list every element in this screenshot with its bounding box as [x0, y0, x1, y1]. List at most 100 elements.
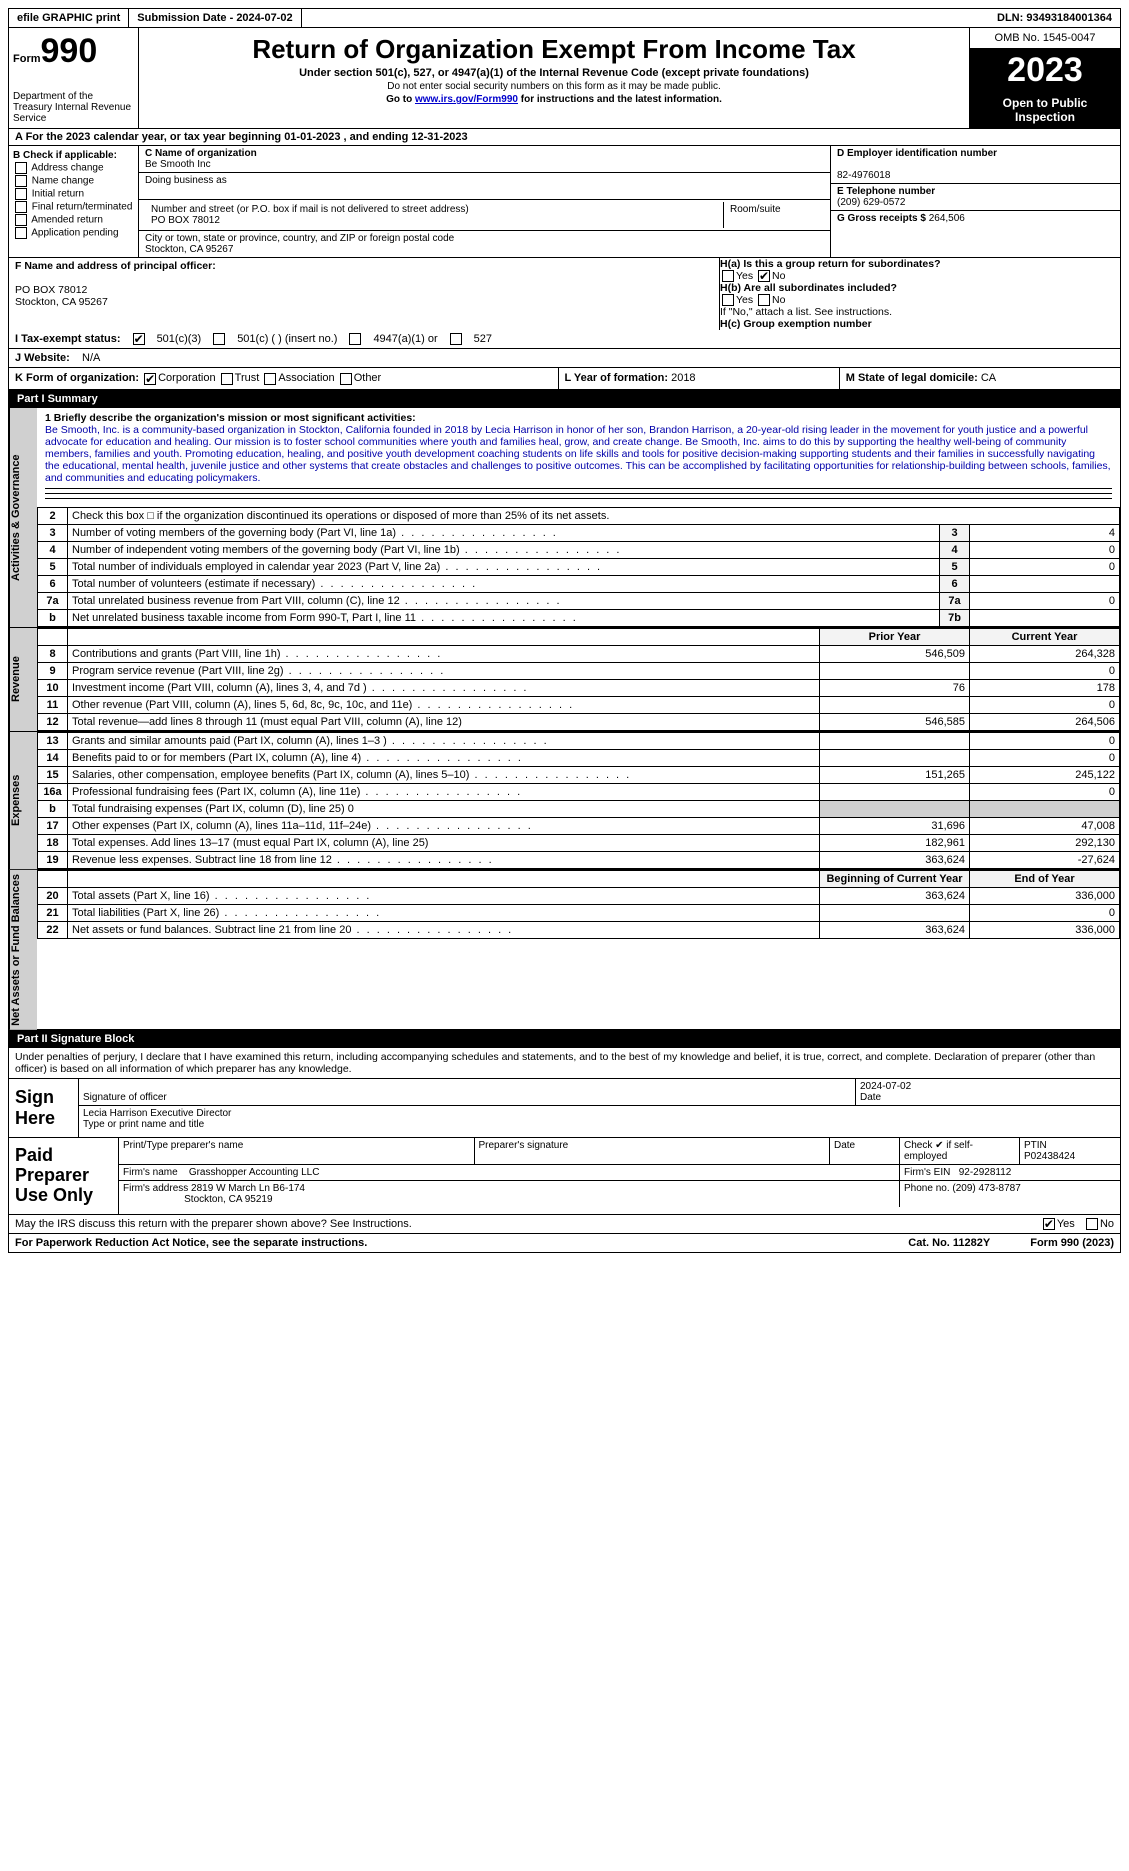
i-501c3: 501(c)(3): [157, 333, 202, 345]
table-row: 11Other revenue (Part VIII, column (A), …: [38, 696, 1120, 713]
side-rev: Revenue: [9, 628, 37, 731]
city-label: City or town, state or province, country…: [145, 233, 454, 244]
cb-trust[interactable]: [221, 373, 233, 385]
cb-initial-return[interactable]: Initial return: [13, 188, 134, 200]
cb-application-pending[interactable]: Application pending: [13, 227, 134, 239]
org-name: Be Smooth Inc: [145, 159, 211, 170]
perjury-text: Under penalties of perjury, I declare th…: [8, 1048, 1121, 1079]
hc-label: H(c) Group exemption number: [720, 318, 872, 330]
bcd-block: B Check if applicable: Address change Na…: [8, 146, 1121, 257]
discuss-no[interactable]: [1086, 1218, 1098, 1230]
open-public: Open to Public Inspection: [970, 92, 1120, 128]
table-row: 8Contributions and grants (Part VIII, li…: [38, 645, 1120, 662]
date-label: Date: [860, 1092, 881, 1103]
cb-final-return[interactable]: Final return/terminated: [13, 201, 134, 213]
ein-label: D Employer identification number: [837, 148, 997, 159]
irs-link[interactable]: www.irs.gov/Form990: [415, 94, 518, 105]
discuss-yes[interactable]: [1043, 1218, 1055, 1230]
exp-table: 13Grants and similar amounts paid (Part …: [37, 732, 1120, 869]
table-row: Prior YearCurrent Year: [38, 628, 1120, 645]
i-label: I Tax-exempt status:: [15, 333, 121, 345]
nossn-note: Do not enter social security numbers on …: [145, 81, 963, 92]
dept-treasury: Department of the Treasury Internal Reve…: [13, 91, 134, 124]
dln: DLN: 93493184001364: [989, 9, 1120, 27]
i-501c: 501(c) ( ) (insert no.): [237, 333, 337, 345]
phone-label2: Phone no.: [904, 1183, 950, 1194]
ptin-value: P02438424: [1024, 1151, 1075, 1162]
cb-other[interactable]: [340, 373, 352, 385]
expenses-section: Expenses 13Grants and similar amounts pa…: [8, 732, 1121, 870]
goto-pre: Go to: [386, 94, 415, 105]
side-exp: Expenses: [9, 732, 37, 869]
table-row: 12Total revenue—add lines 8 through 11 (…: [38, 713, 1120, 730]
topbar: efile GRAPHIC print Submission Date - 20…: [8, 8, 1121, 28]
form-title: Return of Organization Exempt From Incom…: [145, 34, 963, 65]
table-row: bTotal fundraising expenses (Part IX, co…: [38, 800, 1120, 817]
firm-name: Grasshopper Accounting LLC: [189, 1167, 320, 1178]
ha-label: H(a) Is this a group return for subordin…: [720, 258, 941, 270]
cb-address-change[interactable]: Address change: [13, 162, 134, 174]
domicile: CA: [981, 372, 996, 384]
form-number: Form990: [13, 32, 134, 71]
cb-4947[interactable]: [349, 333, 361, 345]
form-header: Form990 Department of the Treasury Inter…: [8, 28, 1121, 129]
side-net: Net Assets or Fund Balances: [9, 870, 37, 1030]
addr-label: Firm's address: [123, 1183, 188, 1194]
officer-label: F Name and address of principal officer:: [15, 260, 216, 272]
footer-mid: Cat. No. 11282Y: [908, 1237, 990, 1249]
mission-label: 1 Briefly describe the organization's mi…: [45, 412, 416, 424]
table-row: 3Number of voting members of the governi…: [38, 524, 1120, 541]
table-row: 21Total liabilities (Part X, line 26)0: [38, 904, 1120, 921]
cb-527[interactable]: [450, 333, 462, 345]
submission-date: Submission Date - 2024-07-02: [129, 9, 301, 27]
website-value: N/A: [82, 352, 100, 364]
prep-h1: Print/Type preparer's name: [119, 1138, 475, 1164]
omb-number: OMB No. 1545-0047: [970, 28, 1120, 49]
gross-label: G Gross receipts $: [837, 213, 926, 224]
col-c: C Name of organization Be Smooth Inc Doi…: [139, 146, 830, 257]
table-row: 10Investment income (Part VIII, column (…: [38, 679, 1120, 696]
street-label: Number and street (or P.O. box if mail i…: [151, 204, 469, 215]
hb-no[interactable]: [758, 294, 770, 306]
form-subtitle: Under section 501(c), 527, or 4947(a)(1)…: [145, 67, 963, 79]
prep-h4: Check ✔ if self-employed: [904, 1140, 973, 1162]
form-990-number: 990: [41, 32, 98, 70]
part-i-hdr: Part I Summary: [8, 390, 1121, 408]
cb-501c3[interactable]: [133, 333, 145, 345]
cb-501c[interactable]: [213, 333, 225, 345]
dba-label: Doing business as: [145, 175, 227, 186]
cb-name-change[interactable]: Name change: [13, 175, 134, 187]
ha-yes[interactable]: [722, 270, 734, 282]
table-row: 20Total assets (Part X, line 16)363,6243…: [38, 887, 1120, 904]
officer-addr1: PO BOX 78012: [15, 284, 87, 296]
k-label: K Form of organization:: [15, 372, 139, 384]
ein-value: 82-4976018: [837, 170, 890, 181]
hb-label: H(b) Are all subordinates included?: [720, 282, 897, 294]
phone-value: (209) 629-0572: [837, 197, 905, 208]
goto-post: for instructions and the latest informat…: [518, 94, 722, 105]
table-row: 6Total number of volunteers (estimate if…: [38, 575, 1120, 592]
revenue-section: Revenue Prior YearCurrent Year 8Contribu…: [8, 628, 1121, 732]
hb-yes[interactable]: [722, 294, 734, 306]
cb-assoc[interactable]: [264, 373, 276, 385]
hb-note: If "No," attach a list. See instructions…: [720, 306, 892, 318]
firm-ein: 92-2928112: [959, 1167, 1012, 1178]
table-row: Beginning of Current YearEnd of Year: [38, 870, 1120, 887]
row-i: I Tax-exempt status: 501(c)(3) 501(c) ( …: [8, 330, 1121, 349]
j-label: J Website:: [15, 352, 70, 364]
side-ag: Activities & Governance: [9, 408, 37, 627]
footer: For Paperwork Reduction Act Notice, see …: [8, 1234, 1121, 1253]
footer-right: Form 990 (2023): [1030, 1237, 1114, 1249]
table-row: 5Total number of individuals employed in…: [38, 558, 1120, 575]
fh-block: F Name and address of principal officer:…: [8, 257, 1121, 330]
table-row: 19Revenue less expenses. Subtract line 1…: [38, 851, 1120, 868]
cb-amended-return[interactable]: Amended return: [13, 214, 134, 226]
firm-label: Firm's name: [123, 1167, 178, 1178]
ha-no[interactable]: [758, 270, 770, 282]
footer-left: For Paperwork Reduction Act Notice, see …: [15, 1237, 367, 1249]
table-row: 16aProfessional fundraising fees (Part I…: [38, 783, 1120, 800]
c-name-label: C Name of organization: [145, 148, 257, 159]
cb-corp[interactable]: [144, 373, 156, 385]
part-ii-hdr: Part II Signature Block: [8, 1030, 1121, 1048]
paid-preparer: Paid Preparer Use Only Print/Type prepar…: [8, 1138, 1121, 1214]
